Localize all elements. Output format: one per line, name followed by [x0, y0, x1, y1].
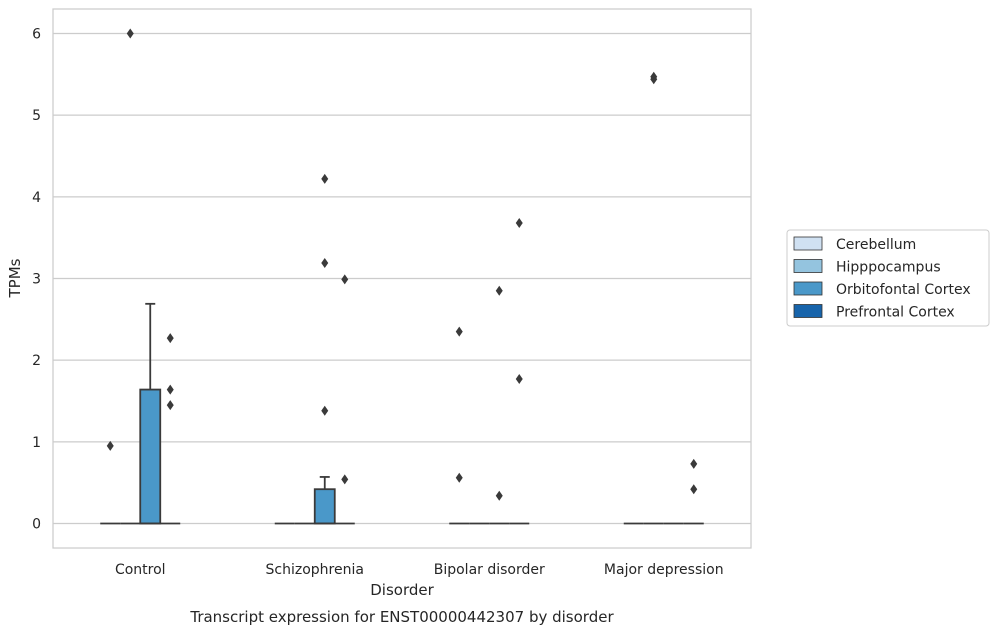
x-tick-label: Schizophrenia [266, 562, 364, 578]
outlier-point [455, 326, 463, 337]
outlier-point [495, 490, 503, 501]
x-tick-label: Control [115, 562, 166, 578]
grid-lines [53, 32, 751, 525]
legend-swatch [793, 281, 823, 296]
outlier-point [341, 274, 349, 285]
x-tick-label: Bipolar disorder [434, 562, 545, 578]
box-body [139, 388, 162, 525]
outlier-point [515, 373, 523, 384]
outlier-point [166, 400, 174, 411]
y-tick-label: 3 [32, 272, 41, 288]
outlier-point [321, 405, 329, 416]
y-tick-label: 2 [32, 353, 41, 369]
legend-label: Orbitofontal Cortex [836, 282, 971, 298]
legend-swatch [793, 236, 823, 251]
box-body [313, 488, 336, 525]
box-orbitofontal-cortex [313, 476, 336, 525]
legend-label: Prefrontal Cortex [836, 305, 955, 321]
outlier-point [166, 384, 174, 395]
y-tick-label: 5 [32, 108, 41, 124]
x-axis-ticks: Control Schizophrenia Bipolar disorder Majo… [115, 562, 724, 578]
y-tick-label: 6 [32, 27, 41, 43]
outlier-point [690, 484, 698, 495]
outlier-point [690, 458, 698, 469]
y-axis-ticks: 0 1 2 3 4 5 6 [32, 27, 41, 533]
chart-caption: Transcript expression for ENST0000044230… [189, 608, 614, 626]
legend-label: Cerebellum [836, 237, 916, 253]
outlier-point [495, 285, 503, 296]
y-tick-label: 4 [32, 190, 41, 206]
outlier-point [106, 440, 114, 451]
plot-area-frame [52, 8, 752, 549]
outlier-point [166, 333, 174, 344]
legend: Cerebellum Hipppocampus Orbitofontal Corte… [786, 229, 990, 327]
boxes [100, 302, 704, 525]
outliers [106, 28, 698, 501]
outlier-point [126, 28, 134, 39]
legend-swatch [793, 304, 823, 318]
legend-swatch [793, 259, 823, 273]
legend-frame [786, 229, 990, 327]
x-axis-label: Disorder [370, 581, 434, 599]
outlier-point [455, 472, 463, 483]
y-axis-label: TPMs [6, 258, 24, 298]
box-orbitofontal-cortex [139, 302, 162, 525]
x-tick-label: Major depression [604, 562, 724, 578]
legend-label: Hipppocampus [836, 260, 941, 276]
outlier-point [321, 257, 329, 268]
outlier-point [650, 74, 658, 85]
y-tick-label: 1 [32, 435, 41, 451]
outlier-point [341, 474, 349, 485]
outlier-point [515, 217, 523, 228]
outlier-point [321, 173, 329, 184]
y-tick-label: 0 [32, 517, 41, 533]
